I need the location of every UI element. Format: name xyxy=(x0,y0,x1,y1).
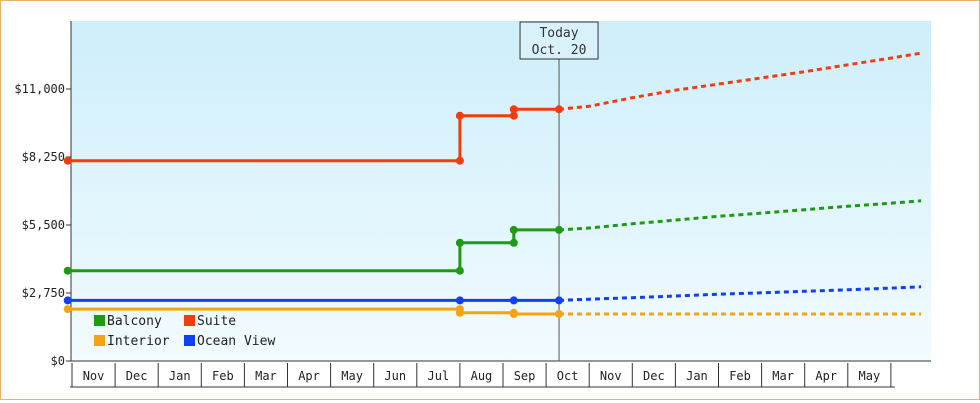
x-tick-label: Dec xyxy=(126,369,148,383)
suite-series-line xyxy=(67,107,559,163)
legend-swatch xyxy=(94,335,105,346)
y-tick-label: $11,000 xyxy=(14,82,65,96)
interior-data-point xyxy=(63,305,72,314)
x-tick-label: Nov xyxy=(600,369,622,383)
balcony-data-point xyxy=(509,225,518,234)
x-tick-label: Apr xyxy=(298,369,320,383)
y-tick-label: $5,500 xyxy=(22,218,65,232)
x-tick-label: Apr xyxy=(815,369,837,383)
x-tick-label: Dec xyxy=(643,369,665,383)
ocean-view-data-point xyxy=(63,296,72,305)
interior-data-point xyxy=(455,308,464,317)
x-tick-label: Jun xyxy=(384,369,406,383)
balcony-data-point xyxy=(455,238,464,247)
x-axis-band xyxy=(72,363,895,387)
legend-label: Balcony xyxy=(107,314,162,329)
suite-data-point xyxy=(455,156,464,165)
legend-label: Ocean View xyxy=(197,334,275,349)
ocean-view-data-point xyxy=(455,296,464,305)
balcony-data-point xyxy=(455,266,464,275)
suite-data-point xyxy=(509,105,518,114)
x-tick-label: Jan xyxy=(686,369,708,383)
x-tick-label: May xyxy=(859,369,881,383)
x-tick-label: Nov xyxy=(83,369,105,383)
balcony-data-point xyxy=(63,266,72,275)
legend-label: Suite xyxy=(197,314,236,329)
interior-series-line xyxy=(67,307,559,316)
x-tick-label: Mar xyxy=(255,369,277,383)
today-callout xyxy=(519,21,599,60)
x-tick-label: Mar xyxy=(772,369,794,383)
balcony-projection-line xyxy=(558,199,922,232)
x-tick-label: Jan xyxy=(169,369,191,383)
suite-data-point xyxy=(455,111,464,120)
plot-background xyxy=(71,21,931,361)
y-tick-label: $2,750 xyxy=(22,286,65,300)
balcony-series-line xyxy=(67,228,559,273)
legend-label: Interior xyxy=(107,334,170,349)
suite-data-point xyxy=(63,156,72,165)
x-tick-label: Oct xyxy=(557,369,579,383)
x-tick-label: Sep xyxy=(514,369,536,383)
x-tick-label: Feb xyxy=(729,369,751,383)
y-tick-label: $0 xyxy=(51,354,65,368)
x-tick-label: Jul xyxy=(428,369,450,383)
x-tick-label: May xyxy=(341,369,363,383)
interior-data-point xyxy=(509,310,518,318)
suite-projection-line xyxy=(558,51,922,111)
legend-swatch xyxy=(94,315,105,326)
suite-data-point xyxy=(555,105,563,114)
legend-swatch xyxy=(184,335,195,346)
suite-data-point xyxy=(509,111,518,120)
y-tick-label: $8,250 xyxy=(22,150,65,164)
x-tick-label: Feb xyxy=(212,369,234,383)
ocean-view-projection-line xyxy=(558,285,922,302)
ocean-view-data-point xyxy=(555,296,563,305)
interior-data-point xyxy=(555,310,563,318)
balcony-data-point xyxy=(509,238,518,247)
today-label: Today xyxy=(539,26,578,41)
x-tick-label: Aug xyxy=(471,369,493,383)
ocean-view-data-point xyxy=(509,296,518,305)
legend-swatch xyxy=(184,315,195,326)
balcony-data-point xyxy=(555,225,563,234)
today-date-label: Oct. 20 xyxy=(532,43,587,58)
